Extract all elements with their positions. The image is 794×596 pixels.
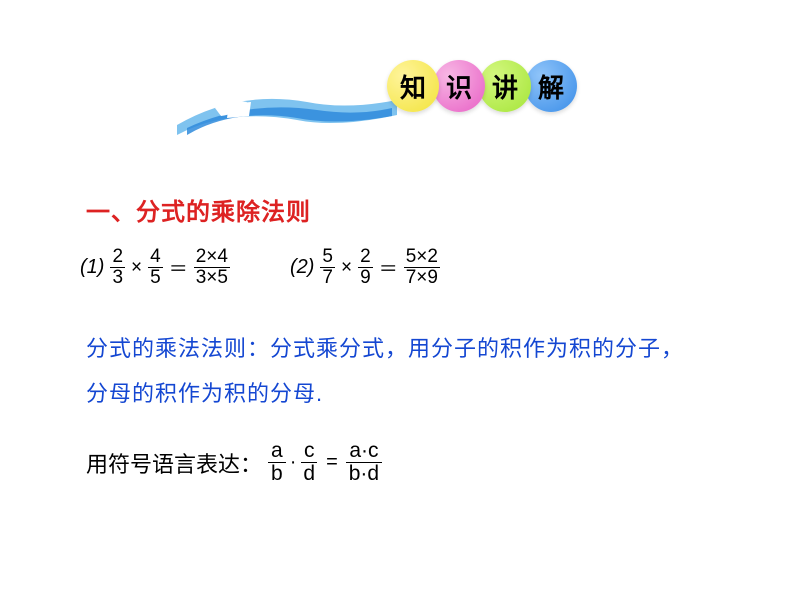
swoosh-decoration	[177, 80, 397, 140]
numerator: c	[301, 440, 318, 463]
fraction: 2×4 3×5	[194, 247, 230, 288]
circle-char-1: 知	[387, 60, 439, 112]
denominator: b·d	[346, 463, 382, 485]
dot-op: ·	[290, 451, 297, 474]
denominator: 7	[320, 268, 335, 288]
fraction: 5×2 7×9	[404, 247, 440, 288]
equals-op: ＝	[379, 254, 398, 281]
circle-char-2: 识	[433, 60, 485, 112]
numerator: a·c	[346, 440, 381, 463]
denominator: 3	[110, 268, 125, 288]
fraction: 2 9	[358, 247, 373, 288]
times-op: ×	[341, 257, 352, 279]
denominator: 9	[358, 268, 373, 288]
example-1: (1) 2 3 × 4 5 ＝ 2×4 3×5	[80, 247, 230, 288]
rule-description: 分式的乘法法则：分式乘分式，用分子的积作为积的分子，分母的积作为积的分母.	[86, 326, 706, 416]
numerator: 5×2	[404, 247, 440, 268]
numerator: 2×4	[194, 247, 230, 268]
title-circles: 知 识 讲 解	[393, 60, 577, 112]
circle-char-3: 讲	[479, 60, 531, 112]
denominator: 3×5	[194, 268, 230, 288]
denominator: d	[300, 463, 318, 485]
header-banner: 知 识 讲 解	[197, 60, 597, 150]
fraction: a b	[268, 440, 286, 485]
item-label: (1)	[80, 256, 104, 279]
equals-op: =	[326, 451, 338, 474]
symbol-label: 用符号语言表达：	[86, 447, 262, 479]
fraction: 4 5	[148, 247, 163, 288]
denominator: 5	[148, 268, 163, 288]
equals-op: ＝	[169, 254, 188, 281]
denominator: 7×9	[404, 268, 440, 288]
circle-char-4: 解	[525, 60, 577, 112]
symbol-expression-row: 用符号语言表达： a b · c d = a·c b·d	[86, 440, 382, 485]
fraction: c d	[300, 440, 318, 485]
item-label: (2)	[290, 256, 314, 279]
fraction: a·c b·d	[346, 440, 382, 485]
denominator: b	[268, 463, 286, 485]
times-op: ×	[131, 257, 142, 279]
numerator: 2	[358, 247, 373, 268]
fraction: 2 3	[110, 247, 125, 288]
fraction: 5 7	[320, 247, 335, 288]
example-2: (2) 5 7 × 2 9 ＝ 5×2 7×9	[290, 247, 440, 288]
numerator: 2	[110, 247, 125, 268]
numerator: a	[268, 440, 286, 463]
section-heading: 一、分式的乘除法则	[86, 192, 311, 227]
numerator: 4	[148, 247, 163, 268]
example-formula-row: (1) 2 3 × 4 5 ＝ 2×4 3×5 (2) 5 7 × 2 9 ＝ …	[80, 240, 500, 295]
numerator: 5	[320, 247, 335, 268]
